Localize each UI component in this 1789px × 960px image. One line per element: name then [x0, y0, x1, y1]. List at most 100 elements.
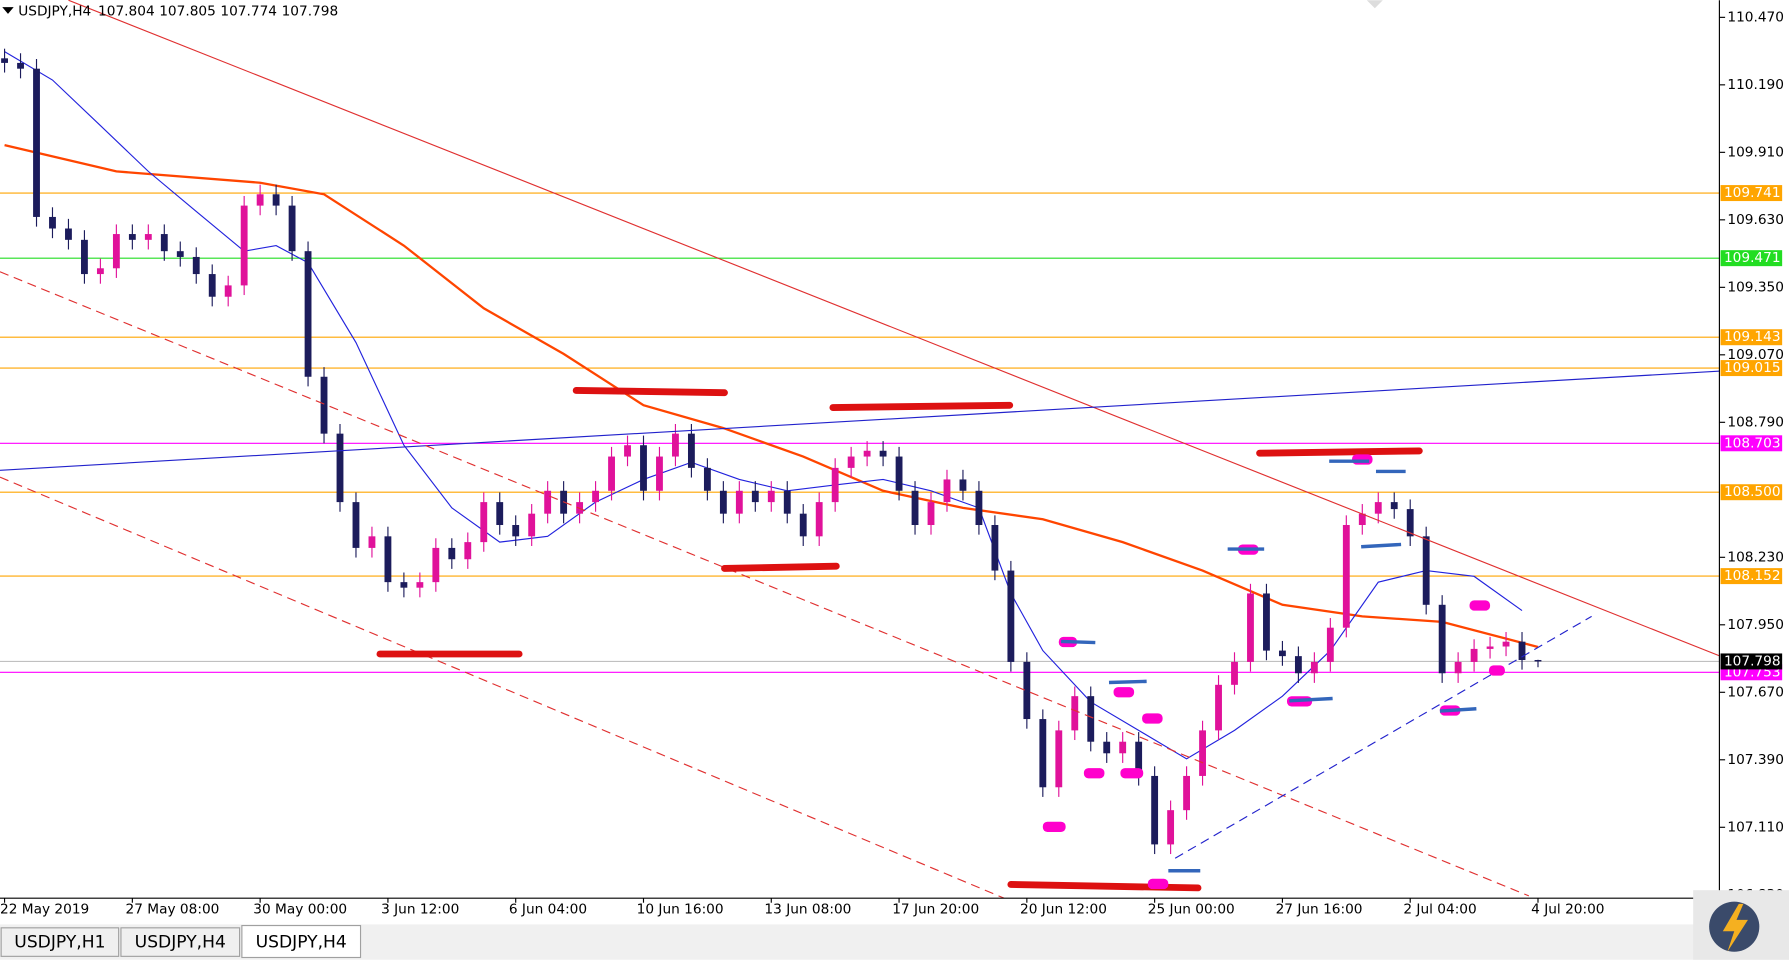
channel-line — [0, 476, 1005, 899]
y-tick-label: 110.190 — [1727, 77, 1784, 93]
candle-body — [1534, 659, 1542, 662]
candle-body — [1326, 627, 1334, 662]
candle-body — [65, 228, 72, 240]
candle-body — [751, 490, 759, 503]
candle-body — [1007, 570, 1015, 662]
moving-average — [4, 143, 1539, 649]
candle-body — [1470, 648, 1478, 662]
level-label: 107.798 — [1724, 653, 1781, 669]
tabs: USDJPY,H1 USDJPY,H4 USDJPY,H4 — [0, 924, 362, 959]
logo — [1693, 890, 1789, 960]
candle-body — [879, 450, 887, 457]
candle-body — [1310, 661, 1318, 674]
y-tick-label: 107.390 — [1727, 752, 1784, 768]
tab-label[interactable]: USDJPY,H4 — [135, 933, 226, 953]
candle-body — [544, 490, 552, 514]
candle-body — [336, 433, 344, 503]
tab[interactable] — [241, 924, 362, 959]
candle-body — [96, 268, 104, 275]
candle-body — [959, 479, 967, 491]
candle-body — [783, 490, 791, 514]
level-label-box — [1720, 484, 1783, 501]
candle-body — [464, 542, 472, 560]
candle-body — [1039, 719, 1047, 788]
x-tick-label: 3 Jun 12:00 — [381, 902, 459, 918]
x-tick-label: 30 May 00:00 — [253, 902, 347, 918]
level-label-box — [1720, 329, 1783, 346]
candle-body — [384, 536, 392, 583]
candle-body — [1454, 661, 1462, 674]
candle-body — [1103, 741, 1111, 754]
y-tick-label: 109.630 — [1727, 212, 1784, 228]
chart-header: USDJPY,H4 107.804 107.805 107.774 107.798 — [18, 4, 338, 20]
x-tick-label: 4 Jul 20:00 — [1531, 902, 1604, 918]
zone-marks — [376, 387, 1423, 892]
level-label: 108.152 — [1724, 568, 1781, 584]
candle-body — [1374, 502, 1382, 514]
candle-body — [831, 467, 839, 503]
candle-body — [1023, 661, 1031, 720]
candle-body — [1486, 646, 1494, 649]
candle-body — [432, 547, 440, 583]
candle-body — [1438, 604, 1446, 674]
moving-average — [4, 51, 1523, 760]
candle-body — [1, 58, 8, 63]
level-label-box — [1720, 360, 1783, 377]
candle-body — [1167, 810, 1175, 845]
candle-body — [895, 456, 903, 491]
tab-label[interactable]: USDJPY,H4 — [256, 933, 347, 953]
candle-body — [911, 490, 919, 526]
candle-body — [160, 234, 168, 252]
tab[interactable] — [0, 927, 120, 957]
candle-body — [528, 513, 536, 537]
candle-body — [1294, 656, 1302, 674]
level-label: 109.741 — [1724, 185, 1781, 201]
candle-body — [1358, 513, 1366, 526]
x-tick-label: 17 Jun 20:00 — [892, 902, 979, 918]
candle-body — [240, 205, 248, 286]
candle-body — [863, 450, 871, 457]
candle-body — [1071, 696, 1079, 731]
candle-body — [272, 194, 280, 206]
candle-body — [608, 456, 615, 491]
candle-body — [128, 234, 136, 240]
x-tick-label: 13 Jun 08:00 — [764, 902, 851, 918]
candle-body — [1183, 775, 1191, 811]
candle-body — [1231, 661, 1238, 685]
tab-label[interactable]: USDJPY,H1 — [14, 933, 105, 953]
y-tick-label: 109.070 — [1727, 347, 1784, 363]
level-label-box — [1720, 653, 1783, 670]
candle-body — [1406, 509, 1414, 537]
candle-body — [224, 285, 232, 297]
level-label-box — [1720, 435, 1783, 452]
symbol: USDJPY,H4 — [18, 4, 91, 20]
candle-body — [1422, 536, 1430, 605]
level-label: 109.015 — [1724, 360, 1781, 376]
y-tick-label: 107.670 — [1727, 684, 1784, 700]
x-tick-label: 27 May 08:00 — [126, 902, 220, 918]
candle-body — [400, 582, 408, 588]
tab[interactable] — [120, 927, 241, 957]
level-label-box — [1720, 185, 1783, 202]
candle-body — [448, 547, 456, 560]
candle-body — [735, 490, 743, 514]
scroll-marker — [1366, 0, 1383, 9]
collapse-icon[interactable] — [2, 7, 14, 14]
candle-body — [991, 525, 999, 571]
x-tick-label: 25 Jun 00:00 — [1148, 902, 1235, 918]
x-tick-label: 22 May 2019 — [0, 902, 89, 918]
pivot-dashes — [1061, 459, 1477, 873]
candle-body — [1278, 650, 1286, 657]
candle-body — [144, 234, 152, 240]
candle-body — [512, 525, 520, 537]
support-line — [1174, 615, 1592, 859]
candle-body — [33, 68, 40, 217]
x-tick-label: 27 Jun 16:00 — [1276, 902, 1363, 918]
candle-body — [416, 582, 424, 588]
candle-body — [1518, 641, 1526, 660]
drawings — [0, 0, 1721, 899]
candle-body — [1502, 641, 1510, 647]
candle-body — [975, 490, 983, 526]
